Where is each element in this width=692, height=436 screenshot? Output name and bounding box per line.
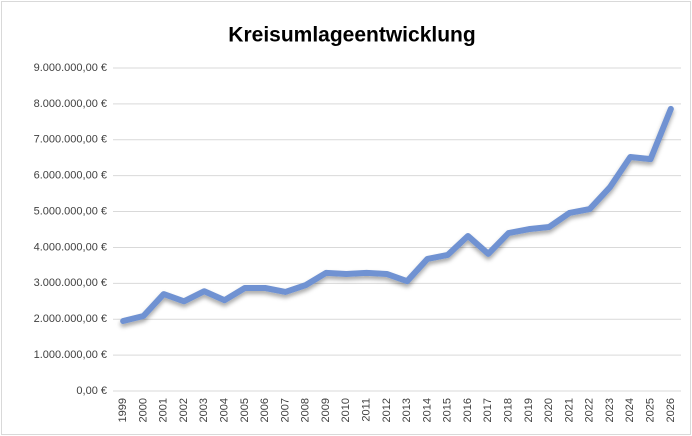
x-tick-label: 2002	[178, 398, 190, 422]
y-tick-label: 5.000.000,00 €	[34, 205, 107, 217]
y-tick-label: 6.000.000,00 €	[34, 170, 107, 182]
y-tick-label: 2.000.000,00 €	[34, 313, 107, 325]
x-tick-label: 2005	[239, 398, 251, 422]
x-tick-label: 1999	[117, 398, 129, 422]
x-tick-label: 2006	[259, 398, 271, 422]
x-tick-label: 2009	[320, 398, 332, 422]
x-tick-label: 2011	[360, 398, 372, 422]
data-line	[120, 105, 674, 325]
y-tick-label: 7.000.000,00 €	[34, 134, 107, 146]
x-tick-label: 2001	[158, 398, 170, 422]
y-tick-label: 8.000.000,00 €	[34, 98, 107, 110]
x-tick-label: 2003	[198, 398, 210, 422]
chart-title: Kreisumlageentwicklung	[228, 24, 475, 47]
x-tick-label: 2007	[279, 398, 291, 422]
y-tick-label: 4.000.000,00 €	[34, 241, 107, 253]
x-tick-label: 2020	[543, 398, 555, 422]
x-tick-label: 2024	[624, 398, 636, 422]
x-tick-label: 2022	[584, 398, 596, 422]
x-tick-label: 2008	[300, 398, 312, 422]
x-tick-label: 2018	[502, 398, 514, 422]
x-tick-label: 2013	[401, 398, 413, 422]
x-tick-label: 2023	[604, 398, 616, 422]
x-tick-label: 2015	[442, 398, 454, 422]
x-tick-label: 2010	[340, 398, 352, 422]
y-tick-label: 1.000.000,00 €	[34, 349, 107, 361]
x-tick-label: 2014	[421, 398, 433, 422]
x-tick-label: 2012	[381, 398, 393, 422]
y-tick-label: 3.000.000,00 €	[34, 277, 107, 289]
x-tick-label: 2017	[482, 398, 494, 422]
y-tick-label: 9.000.000,00 €	[34, 62, 107, 74]
x-tick-label: 2021	[563, 398, 575, 422]
y-tick-label: 0,00 €	[76, 385, 107, 397]
x-tick-label: 2016	[462, 398, 474, 422]
x-tick-label: 2019	[523, 398, 535, 422]
x-tick-label: 2026	[665, 398, 677, 422]
x-tick-label: 2025	[644, 398, 656, 422]
x-tick-label: 2004	[218, 398, 230, 422]
x-tick-label: 2000	[137, 398, 149, 422]
